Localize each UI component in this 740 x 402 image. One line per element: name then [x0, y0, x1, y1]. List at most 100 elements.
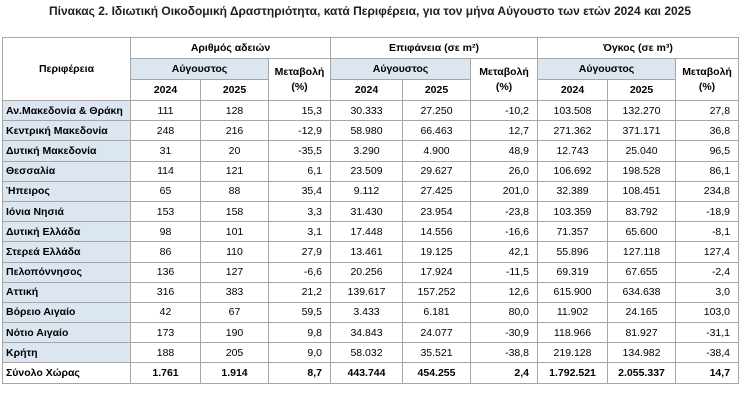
value-cell: 153 [130, 200, 201, 223]
value-cell: -30,9 [470, 322, 539, 344]
value-cell: -8,1 [675, 221, 740, 243]
month-header: Αύγουστος [537, 58, 677, 80]
change-header: Μεταβολή (%) [470, 58, 539, 101]
region-header: Περιφέρεια [2, 37, 131, 101]
value-cell: 19.125 [402, 241, 472, 263]
year-header: 2024 [330, 79, 404, 101]
value-cell: 443.744 [330, 362, 404, 384]
value-cell: 114 [130, 160, 201, 182]
year-header: 2025 [200, 79, 269, 101]
value-cell: 24.077 [402, 322, 472, 344]
value-cell: 67 [200, 301, 269, 324]
value-cell: 127,4 [675, 241, 740, 263]
value-cell: 23.509 [330, 160, 404, 182]
value-cell: 69.319 [537, 261, 609, 283]
value-cell: -38,8 [470, 342, 539, 364]
region-name: Κρήτη [2, 342, 131, 364]
value-cell: 65.600 [607, 221, 677, 243]
value-cell: 1.914 [200, 362, 269, 384]
change-header: Μεταβολή (%) [267, 58, 332, 101]
value-cell: 86 [130, 241, 201, 263]
value-cell: 2,4 [470, 362, 539, 384]
value-cell: -35,5 [267, 140, 332, 162]
value-cell: 121 [200, 160, 269, 182]
value-cell: 27.250 [402, 99, 472, 122]
region-name: Θεσσαλία [2, 160, 131, 182]
change-header-line: Μεταβολή [682, 65, 732, 78]
group-header: Επιφάνεια (σε m²) [330, 37, 539, 59]
value-cell: 3.290 [330, 140, 404, 162]
value-cell: 20.256 [330, 261, 404, 283]
value-cell: 12,6 [470, 281, 539, 303]
value-cell: 98 [130, 221, 201, 243]
value-cell: 106.692 [537, 160, 609, 182]
value-cell: 103.508 [537, 99, 609, 122]
value-cell: 32.389 [537, 180, 609, 202]
value-cell: -16,6 [470, 221, 539, 243]
region-name: Βόρειο Αιγαίο [2, 301, 131, 324]
value-cell: 96,5 [675, 140, 740, 162]
change-header: Μεταβολή (%) [675, 58, 740, 101]
value-cell: 3,3 [267, 200, 332, 223]
value-cell: 316 [130, 281, 201, 303]
value-cell: 248 [130, 120, 201, 142]
value-cell: 86,1 [675, 160, 740, 182]
value-cell: 27,8 [675, 99, 740, 122]
value-cell: 9,8 [267, 322, 332, 344]
value-cell: 17.448 [330, 221, 404, 243]
value-cell: 158 [200, 200, 269, 223]
table-row: Νότιο Αιγαίο 173 190 9,8 34.843 24.077 -30,9 11… [2, 322, 740, 344]
header-row: 2024 2025 2024 2025 2024 2025 [3, 79, 739, 101]
group-header: Αριθμός αδειών [129, 37, 332, 59]
table-row: Κρήτη 188 205 9,0 58.032 35.521 -38,8 219.128 13… [2, 342, 740, 364]
value-cell: 12,7 [470, 120, 539, 142]
table-row: Δυτική Ελλάδα 98 101 3,1 17.448 14.556 -16,6 71… [2, 221, 740, 243]
region-name: Ήπειρος [2, 180, 131, 202]
value-cell: 48,9 [470, 140, 539, 162]
value-cell: 128 [200, 99, 269, 122]
value-cell: 35.521 [402, 342, 472, 364]
value-cell: 132.270 [607, 99, 677, 122]
change-header-line: (%) [291, 80, 308, 93]
value-cell: 201,0 [470, 180, 539, 202]
value-cell: -11,5 [470, 261, 539, 283]
change-header-line: (%) [698, 80, 716, 93]
region-name: Πελοπόννησος [2, 261, 131, 283]
value-cell: 157.252 [402, 281, 472, 303]
value-cell: 118.966 [537, 322, 609, 344]
value-cell: 31.430 [330, 200, 404, 223]
value-cell: 9,0 [267, 342, 332, 364]
table-row: Θεσσαλία 114 121 6,1 23.509 29.627 26,0 106.692… [2, 160, 740, 182]
change-header-line: Μεταβολή [274, 65, 325, 78]
value-cell: 198.528 [607, 160, 677, 182]
value-cell: 12.743 [537, 140, 609, 162]
value-cell: 11.902 [537, 301, 609, 324]
table-row: Κεντρική Μακεδονία 248 216 -12,9 58.980 66.46… [2, 120, 740, 142]
value-cell: 1.761 [130, 362, 201, 384]
value-cell: 4.900 [402, 140, 472, 162]
value-cell: 15,3 [267, 99, 332, 122]
value-cell: 83.792 [607, 200, 677, 223]
value-cell: 29.627 [402, 160, 472, 182]
value-cell: 34.843 [330, 322, 404, 344]
table-row: Ιόνια Νησιά 153 158 3,3 31.430 23.954 -23,8 103… [2, 200, 740, 223]
region-name: Αν.Μακεδονία & Θράκη [2, 99, 131, 122]
value-cell: 71.357 [537, 221, 609, 243]
year-header: 2024 [130, 79, 201, 101]
value-cell: 55.896 [537, 241, 609, 263]
region-name: Δυτική Ελλάδα [2, 221, 131, 243]
value-cell: 103,0 [675, 301, 740, 324]
value-cell: 80,0 [470, 301, 539, 324]
value-cell: 35,4 [267, 180, 332, 202]
value-cell: -10,2 [470, 99, 539, 122]
value-cell: 371.171 [607, 120, 677, 142]
month-header: Αύγουστος [330, 58, 472, 80]
value-cell: 13.461 [330, 241, 404, 263]
value-cell: 42 [130, 301, 201, 324]
value-cell: 127.118 [607, 241, 677, 263]
value-cell: 65 [130, 180, 201, 202]
change-header-line: Μεταβολή [479, 65, 529, 78]
data-table: Περιφέρεια Αριθμός αδειών Επιφάνεια (σε m²… [2, 37, 740, 384]
value-cell: 58.032 [330, 342, 404, 364]
